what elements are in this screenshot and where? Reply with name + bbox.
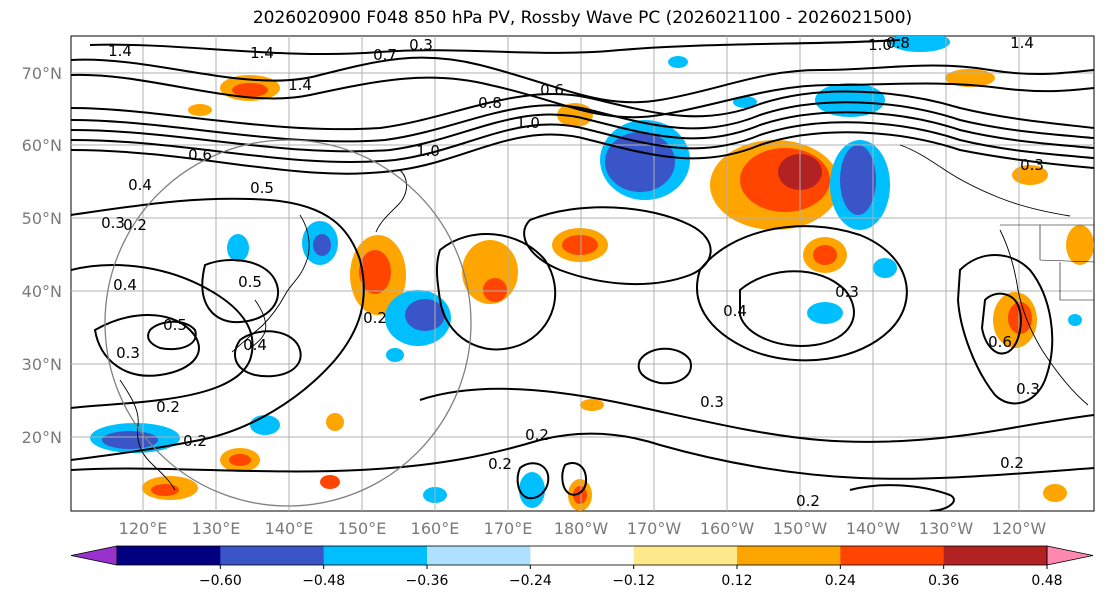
lon-label: 120°W	[992, 519, 1047, 538]
latitude-labels: 70°N 60°N 50°N 40°N 30°N 20°N	[22, 64, 62, 447]
lat-label-20: 20°N	[22, 428, 62, 447]
lat-label-30: 30°N	[22, 355, 62, 374]
colorbar	[70, 545, 1094, 566]
contour-label: 0.4	[723, 302, 747, 320]
contour-label: 0.7	[373, 46, 397, 64]
lon-label: 140°E	[265, 519, 314, 538]
contour-label: 0.3	[1020, 156, 1044, 174]
contour-label: 0.8	[478, 94, 502, 112]
contour-label: 1.4	[108, 42, 132, 60]
contour-label: 0.4	[113, 276, 137, 294]
lon-label: 130°W	[919, 519, 974, 538]
contour-label: 1.4	[1010, 34, 1034, 52]
colorbar-tick-label: −0.24	[509, 573, 552, 589]
colorbar-extend-min	[70, 545, 118, 566]
colorbar-bin	[943, 546, 1048, 565]
lon-label: 180°W	[554, 519, 609, 538]
colorbar-bin	[117, 546, 221, 565]
colorbar-tick-label: 0.24	[825, 573, 856, 589]
colorbar-tick-label: −0.60	[199, 573, 242, 589]
contour-label: 0.5	[238, 273, 262, 291]
lon-label: 150°W	[773, 519, 828, 538]
contour-label: 0.2	[183, 432, 207, 450]
coastlines	[119, 144, 1089, 491]
lon-label: 140°W	[846, 519, 901, 538]
contour-label: 0.5	[250, 179, 274, 197]
contour-label: 0.3	[1016, 380, 1040, 398]
lat-label-50: 50°N	[22, 209, 62, 228]
colorbar-tick-label: 0.48	[1031, 573, 1062, 589]
lon-label: 160°E	[411, 519, 460, 538]
contour-label: 0.6	[540, 81, 564, 99]
contour-label: 0.2	[488, 455, 512, 473]
colorbar-tick-label: −0.12	[612, 573, 655, 589]
map-title: 2026020900 F048 850 hPa PV, Rossby Wave …	[252, 8, 913, 28]
colorbar-tick-label: −0.48	[302, 573, 345, 589]
boundaries	[1000, 224, 1094, 301]
lon-label: 160°W	[700, 519, 755, 538]
colorbar-bin	[840, 546, 945, 565]
contour-label: 0.6	[988, 333, 1012, 351]
contour-label: 0.2	[123, 216, 147, 234]
negative-anomaly-shading	[90, 36, 1082, 508]
lon-label: 170°E	[484, 519, 533, 538]
contour-label: 0.4	[243, 336, 267, 354]
contour-label: 1.0	[416, 142, 440, 160]
lat-label-70: 70°N	[22, 64, 62, 83]
radius-ring	[104, 139, 472, 507]
contour-label: 1.0	[516, 114, 540, 132]
map-frame	[70, 35, 1095, 512]
colorbar-bin	[323, 546, 428, 565]
contour-label: 0.6	[188, 146, 212, 164]
contour-label: 1.4	[288, 76, 312, 94]
contour-label: 0.2	[156, 398, 180, 416]
contour-label: 0.3	[700, 393, 724, 411]
contour-label: 0.3	[101, 214, 125, 232]
contour-label: 0.2	[796, 492, 820, 510]
lon-label: 170°W	[627, 519, 682, 538]
contour-label: 1.0	[868, 36, 892, 54]
contour-label: 1.4	[250, 44, 274, 62]
colorbar-extend-max	[1046, 545, 1094, 566]
lon-label: 120°E	[119, 519, 168, 538]
contour-label: 0.2	[363, 309, 387, 327]
graticule	[71, 36, 1094, 511]
pv-contours	[71, 39, 1094, 511]
contour-label: 0.3	[116, 344, 140, 362]
lat-label-40: 40°N	[22, 282, 62, 301]
colorbar-tick-label: 0.36	[928, 573, 959, 589]
lon-label: 150°E	[338, 519, 387, 538]
lon-label: 130°E	[192, 519, 241, 538]
colorbar-bin	[220, 546, 325, 565]
colorbar-bin	[737, 546, 841, 565]
contour-labels: 1.4 1.4 0.30.70.60.81.00.50.40.20.31.40.60…	[101, 34, 1044, 510]
colorbar-bin	[427, 546, 531, 565]
contour-label: 0.8	[886, 34, 910, 52]
longitude-labels: 120°E 130°E 140°E 150°E 160°E 170°E 180°…	[119, 519, 1047, 538]
colorbar-bin	[633, 546, 738, 565]
colorbar-tick-label: 0.12	[721, 573, 752, 589]
colorbar-tick-label: −0.36	[406, 573, 449, 589]
contour-label: 0.3	[409, 36, 433, 54]
contour-label: 0.4	[128, 176, 152, 194]
contour-label: 0.5	[163, 316, 187, 334]
colorbar-bin	[530, 546, 635, 565]
colorbar-tick-labels: −0.60 −0.48 −0.36 −0.24 −0.12 0.12 0.24 0.36 0.4…	[199, 565, 1063, 589]
contour-label: 0.2	[1000, 454, 1024, 472]
contour-label: 0.3	[835, 283, 859, 301]
lat-label-60: 60°N	[22, 136, 62, 155]
contour-label: 0.2	[525, 426, 549, 444]
